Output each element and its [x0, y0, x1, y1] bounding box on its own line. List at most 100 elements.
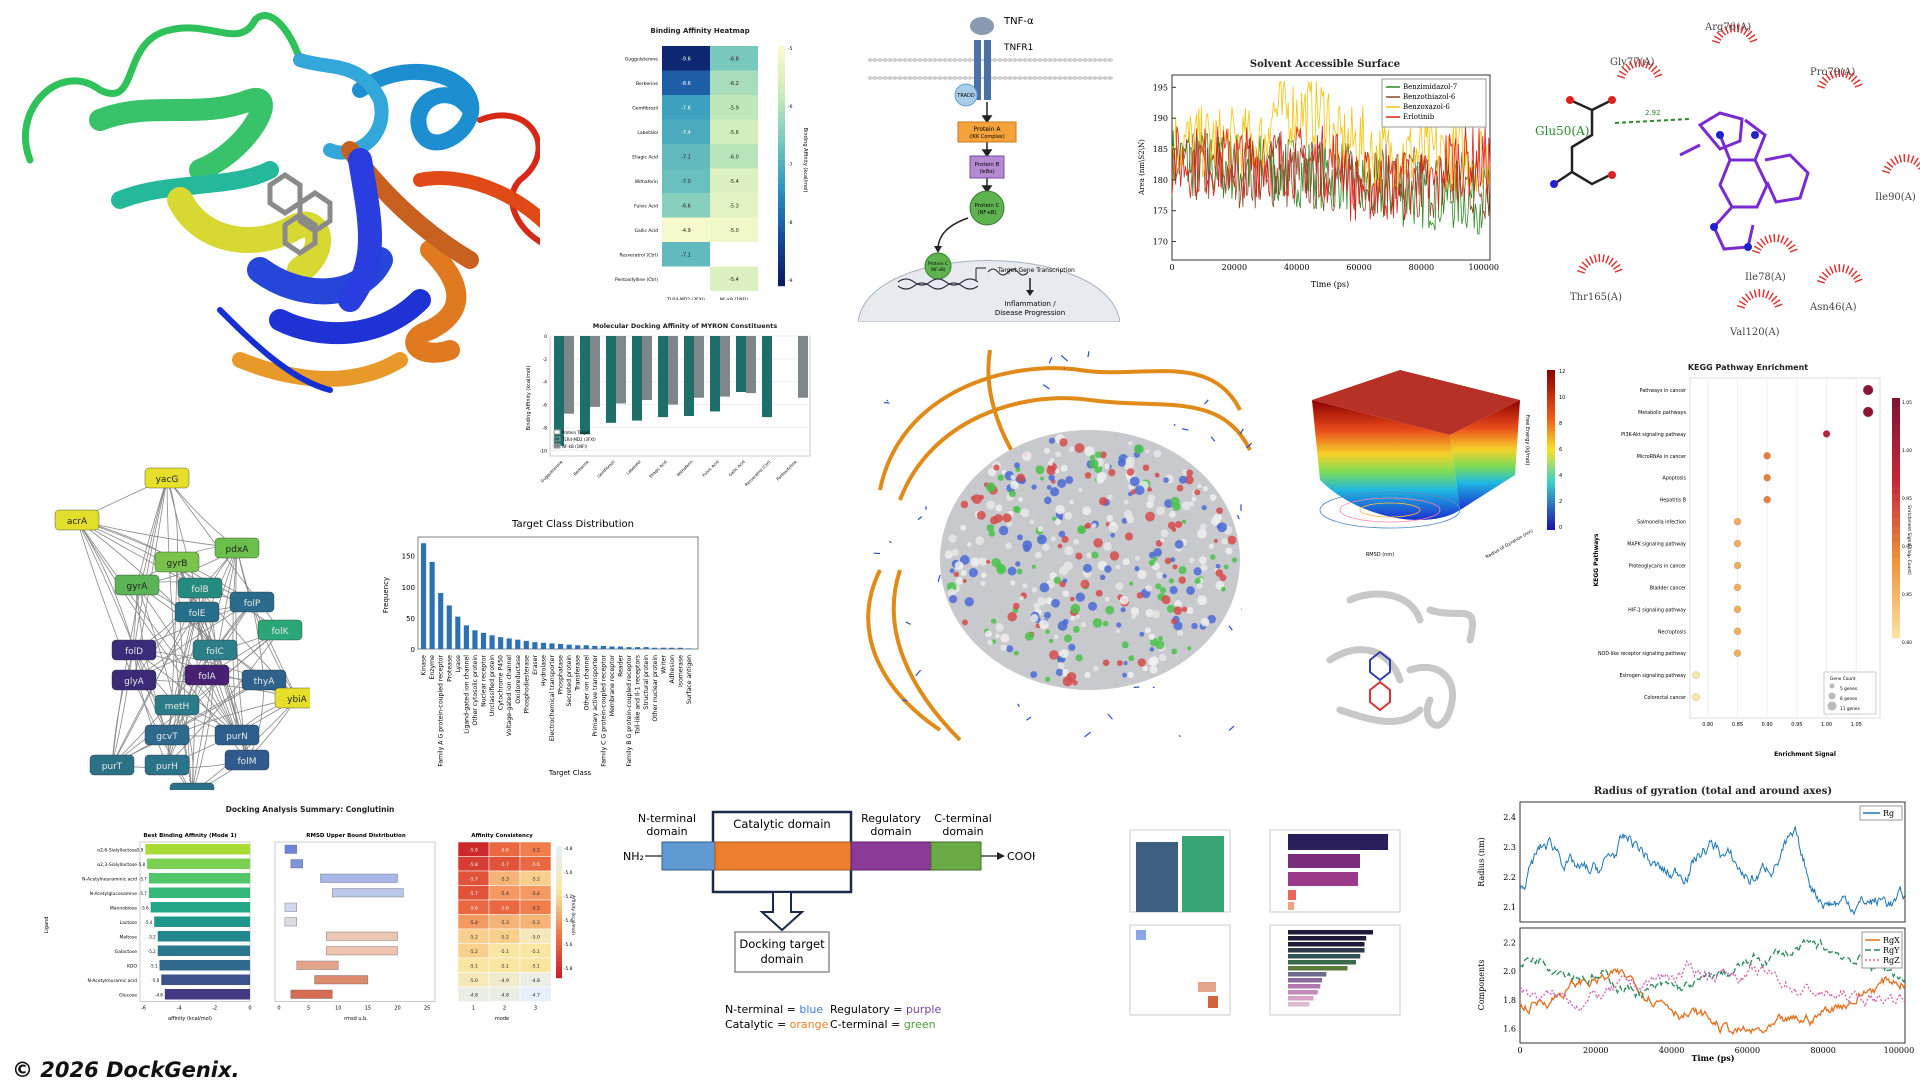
dockbar-legend-swatch — [554, 437, 560, 441]
ds-colorbar-segment — [556, 863, 562, 869]
surface-patch — [1044, 612, 1051, 619]
kegg-colorbar-segment — [1892, 598, 1900, 606]
surface-patch — [1063, 578, 1068, 583]
ds-x2tick: 10 — [335, 1006, 341, 1012]
kegg-colorbar-segment — [1892, 414, 1900, 422]
surface-patch — [1017, 534, 1023, 540]
surface-patch — [961, 570, 967, 576]
surface-patch — [991, 618, 996, 623]
surface-patch — [969, 568, 978, 577]
regulatory-label-2: domain — [870, 825, 911, 838]
surface-patch — [1105, 597, 1110, 602]
ligand-atom — [1550, 180, 1558, 188]
surface-patch — [1160, 587, 1166, 593]
dockbar-legend-swatch — [554, 444, 560, 448]
surface-patch — [1002, 513, 1011, 522]
heatmap-colorbar-segment — [778, 88, 785, 94]
tc-bar — [498, 637, 503, 649]
dna-base-rung — [1205, 400, 1209, 404]
tc-xtick: Eraser — [532, 655, 539, 675]
rg-y1tick: 2.2 — [1503, 873, 1516, 882]
membrane-lipid-head — [1023, 76, 1027, 80]
ds-consistency-value: -4.9 — [500, 978, 509, 984]
surface-patch — [993, 465, 999, 471]
ds-best-value: -5.6 — [141, 905, 149, 910]
kegg-pathway-label: Metabolic pathways — [1638, 410, 1686, 416]
surface-patch — [995, 504, 1002, 511]
binding-affinity-heatmap-panel: Binding Affinity Heatmap -9.6-6.8-8.6-6.… — [590, 20, 810, 300]
surface-patch — [1060, 649, 1069, 658]
kegg-plot-area — [1690, 378, 1880, 718]
surface-patch — [1147, 495, 1155, 503]
sasa-ytick-label: 190 — [1153, 114, 1168, 123]
membrane-lipid-head — [1028, 76, 1032, 80]
surface-patch — [1131, 607, 1139, 615]
sasa-ylabel: Area (nm\S2\N) — [1138, 139, 1146, 196]
heatmap-colorbar-tick: -7 — [788, 162, 793, 168]
surface-patch — [1150, 647, 1155, 652]
membrane-lipid-head — [883, 76, 887, 80]
kegg-dot — [1734, 650, 1741, 657]
ds-colorbar-segment — [556, 890, 562, 896]
surface-patch — [1054, 635, 1058, 639]
heatmap-cell-value: -6.6 — [681, 203, 691, 209]
ds-x3tick: 1 — [472, 1006, 475, 1012]
ds-x1tick: -2 — [212, 1006, 217, 1012]
membrane-lipid-head — [878, 76, 882, 80]
membrane-lipid-head — [968, 58, 972, 62]
membrane-lipid-head — [1083, 58, 1087, 62]
dockbar-xtick: Guggulsterone — [539, 459, 564, 484]
heatmap-colorbar-segment — [778, 232, 785, 238]
membrane-lipid-head — [943, 76, 947, 80]
tc-xtick: Electrochemical transporter — [549, 655, 556, 742]
surface-patch — [1070, 500, 1074, 504]
tc-xtick: Protease — [446, 655, 453, 682]
tc-bar — [661, 648, 666, 649]
nuclear-protein-c-sub: (NF-κB) — [931, 267, 946, 272]
kegg-colorbar-segment — [1892, 542, 1900, 550]
tc-bar — [584, 645, 589, 649]
ds-ylabel: Ligand — [44, 917, 50, 934]
protein-dna-complex-illustration — [840, 330, 1260, 750]
kegg-cbar-label: Enrichment Signal (log₂ Count) — [1906, 505, 1912, 575]
kegg-colorbar-segment — [1892, 478, 1900, 486]
rg-ylabel1: Radius (nm) — [1477, 837, 1486, 886]
membrane-lipid-head — [873, 58, 877, 62]
membrane-lipid-head — [893, 58, 897, 62]
docking-affinity-bar-chart: Molecular Docking Affinity of MYRON Cons… — [520, 318, 820, 498]
ds-panel3-title: Affinity Consistency — [471, 833, 533, 839]
mini-hbar-4 — [1288, 890, 1296, 900]
dockbar-xtick: Withaferin — [676, 459, 694, 477]
rg-xtick: 40000 — [1659, 1046, 1684, 1055]
ds-consistency-value: -5.0 — [531, 934, 540, 940]
dockbar-bar-nfkb — [746, 336, 756, 393]
heatmap-row-label: Labetalol — [637, 130, 658, 136]
surface-patch — [1171, 649, 1177, 655]
heatmap-cell — [662, 267, 710, 292]
glu50-bonds — [1554, 100, 1612, 184]
membrane-lipid-head — [1083, 76, 1087, 80]
heatmap-colorbar-segment — [778, 94, 785, 100]
dna-base-rung — [938, 575, 940, 582]
surface-patch — [948, 534, 956, 542]
rg-xtick: 100000 — [1884, 1046, 1915, 1055]
rg-y2tick: 2.2 — [1503, 938, 1516, 947]
tc-xtick: Toll-like and Il-1 receptors — [635, 655, 642, 735]
kegg-size-legend-dot — [1830, 684, 1835, 689]
kegg-dot — [1863, 407, 1873, 417]
ds-consistency-value: -5.6 — [469, 905, 478, 911]
surface-patch — [1193, 567, 1201, 575]
ds-consistency-value: -5.6 — [531, 862, 540, 868]
dockbar-bar-tlr4 — [606, 336, 616, 423]
surface-patch — [1032, 565, 1036, 569]
surface-patch — [1051, 536, 1056, 541]
heatmap-colorbar-segment — [778, 196, 785, 202]
membrane-lipid-head — [1058, 58, 1062, 62]
ds-ligand-label: Galactose — [115, 949, 138, 955]
surface-patch — [1209, 544, 1214, 549]
dockbar-ytick: -10 — [540, 448, 547, 454]
membrane-lipid-head — [953, 58, 957, 62]
